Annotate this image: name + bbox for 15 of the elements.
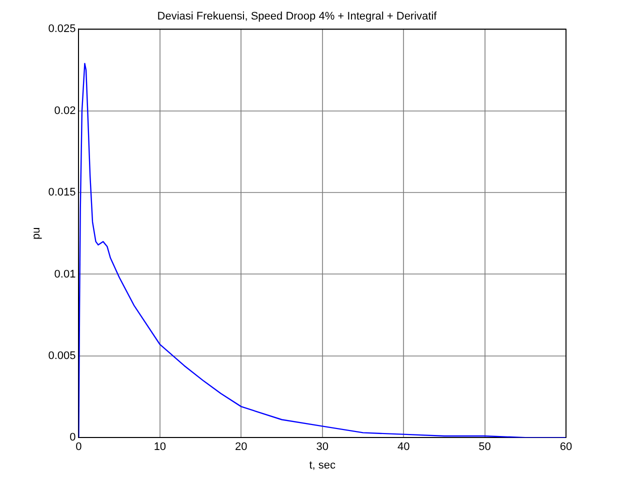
- x-tick-label: 10: [154, 441, 166, 454]
- x-tick-label: 40: [397, 441, 410, 454]
- y-tick-label: 0.005: [48, 350, 76, 362]
- x-tick-label: 50: [478, 441, 491, 454]
- y-tick-label: 0: [70, 432, 76, 444]
- y-tick-label: 0.025: [48, 23, 76, 36]
- y-axis-title: pu: [30, 227, 43, 240]
- y-tick-label: 0.02: [54, 104, 76, 117]
- y-tick-label: 0.015: [48, 186, 76, 199]
- x-tick-label: 60: [560, 441, 572, 454]
- x-tick-label: 20: [235, 441, 248, 454]
- chart-title: Deviasi Frekuensi, Speed Droop 4% + Integral + Derivatif: [157, 10, 438, 23]
- x-tick-label: 30: [316, 441, 328, 454]
- x-axis-title: t, sec: [309, 459, 336, 472]
- y-tick-label: 0.01: [54, 268, 76, 280]
